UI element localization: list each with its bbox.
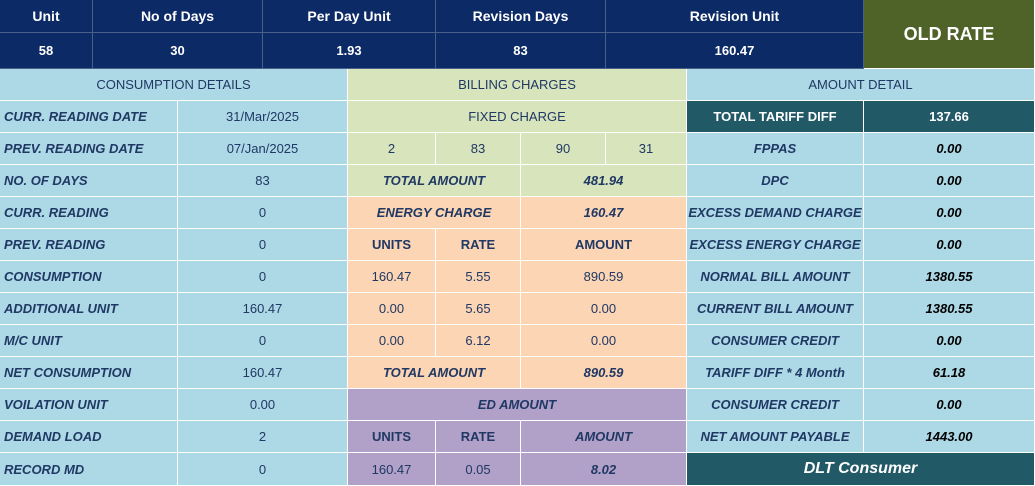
fixed-total-label: TOTAL AMOUNT [348,165,521,197]
ed-rate-value: 0.05 [436,453,521,486]
energy-row-3-rate: 6.12 [436,325,521,357]
curr-reading-date-label: CURR. READING DATE [0,101,178,133]
fixed-value-2: 83 [436,133,521,165]
billing-charges-title: BILLING CHARGES [348,69,687,101]
ed-units-header: UNITS [348,421,436,453]
net-amount-payable-label: NET AMOUNT PAYABLE [687,421,864,453]
revision-unit-header: Revision Unit [606,0,864,33]
energy-charge-label: ENERGY CHARGE [348,197,521,229]
mc-unit-value: 0 [178,325,348,357]
curr-reading-label: CURR. READING [0,197,178,229]
fixed-value-3: 90 [521,133,606,165]
fppas-value: 0.00 [864,133,1035,165]
voilation-unit-label: VOILATION UNIT [0,389,178,421]
energy-row-2-amount: 0.00 [521,293,687,325]
fixed-value-4: 31 [606,133,687,165]
demand-load-label: DEMAND LOAD [0,421,178,453]
record-md-value: 0 [178,453,348,486]
prev-reading-date-label: PREV. READING DATE [0,133,178,165]
consumer-credit-2-label: CONSUMER CREDIT [687,389,864,421]
no-of-days-label: NO. OF DAYS [0,165,178,197]
per-day-unit-value: 1.93 [263,33,436,69]
dpc-value: 0.00 [864,165,1035,197]
consumption-value: 0 [178,261,348,293]
consumption-details-title: CONSUMPTION DETAILS [0,69,348,101]
record-md-label: RECORD MD [0,453,178,486]
revision-days-header: Revision Days [436,0,606,33]
energy-rate-header: RATE [436,229,521,261]
consumer-credit-2-value: 0.00 [864,389,1035,421]
demand-load-value: 2 [178,421,348,453]
consumer-credit-label: CONSUMER CREDIT [687,325,864,357]
voilation-unit-value: 0.00 [178,389,348,421]
fixed-total-value: 481.94 [521,165,687,197]
excess-demand-charge-label: EXCESS DEMAND CHARGE [687,197,864,229]
no-of-days-value: 30 [93,33,263,69]
fixed-value-1: 2 [348,133,436,165]
energy-total-value: 890.59 [521,357,687,389]
no-of-days-header: No of Days [93,0,263,33]
energy-amount-header: AMOUNT [521,229,687,261]
per-day-unit-header: Per Day Unit [263,0,436,33]
energy-row-1-rate: 5.55 [436,261,521,293]
ed-amount-label: ED AMOUNT [348,389,687,421]
energy-units-header: UNITS [348,229,436,261]
energy-row-3-amount: 0.00 [521,325,687,357]
additional-unit-value: 160.47 [178,293,348,325]
revision-unit-value: 160.47 [606,33,864,69]
net-consumption-label: NET CONSUMPTION [0,357,178,389]
normal-bill-amount-label: NORMAL BILL AMOUNT [687,261,864,293]
additional-unit-label: ADDITIONAL UNIT [0,293,178,325]
dpc-label: DPC [687,165,864,197]
consumer-type-label: DLT Consumer [687,453,1035,486]
ed-amount-value: 8.02 [521,453,687,486]
consumer-credit-value: 0.00 [864,325,1035,357]
unit-header: Unit [0,0,93,33]
prev-reading-label: PREV. READING [0,229,178,261]
tariff-diff-4-month-label: TARIFF DIFF * 4 Month [687,357,864,389]
energy-row-1-units: 160.47 [348,261,436,293]
prev-reading-value: 0 [178,229,348,261]
energy-row-1-amount: 890.59 [521,261,687,293]
curr-reading-value: 0 [178,197,348,229]
revision-days-value: 83 [436,33,606,69]
energy-row-2-rate: 5.65 [436,293,521,325]
energy-row-2-units: 0.00 [348,293,436,325]
fixed-charge-label: FIXED CHARGE [348,101,687,133]
net-amount-payable-value: 1443.00 [864,421,1035,453]
total-tariff-diff-value: 137.66 [864,101,1035,133]
excess-energy-charge-label: EXCESS ENERGY CHARGE [687,229,864,261]
fppas-label: FPPAS [687,133,864,165]
ed-amount-header: AMOUNT [521,421,687,453]
energy-total-label: TOTAL AMOUNT [348,357,521,389]
unit-value: 58 [0,33,93,69]
old-rate-label: OLD RATE [864,0,1035,69]
amount-detail-title: AMOUNT DETAIL [687,69,1035,101]
current-bill-amount-label: CURRENT BILL AMOUNT [687,293,864,325]
curr-reading-date-value: 31/Mar/2025 [178,101,348,133]
mc-unit-label: M/C UNIT [0,325,178,357]
ed-rate-header: RATE [436,421,521,453]
excess-energy-charge-value: 0.00 [864,229,1035,261]
excess-demand-charge-value: 0.00 [864,197,1035,229]
tariff-diff-4-month-value: 61.18 [864,357,1035,389]
normal-bill-amount-value: 1380.55 [864,261,1035,293]
ed-units-value: 160.47 [348,453,436,486]
energy-row-3-units: 0.00 [348,325,436,357]
consumption-label: CONSUMPTION [0,261,178,293]
prev-reading-date-value: 07/Jan/2025 [178,133,348,165]
net-consumption-value: 160.47 [178,357,348,389]
no-of-days-cell: 83 [178,165,348,197]
energy-charge-value: 160.47 [521,197,687,229]
total-tariff-diff-label: TOTAL TARIFF DIFF [687,101,864,133]
current-bill-amount-value: 1380.55 [864,293,1035,325]
